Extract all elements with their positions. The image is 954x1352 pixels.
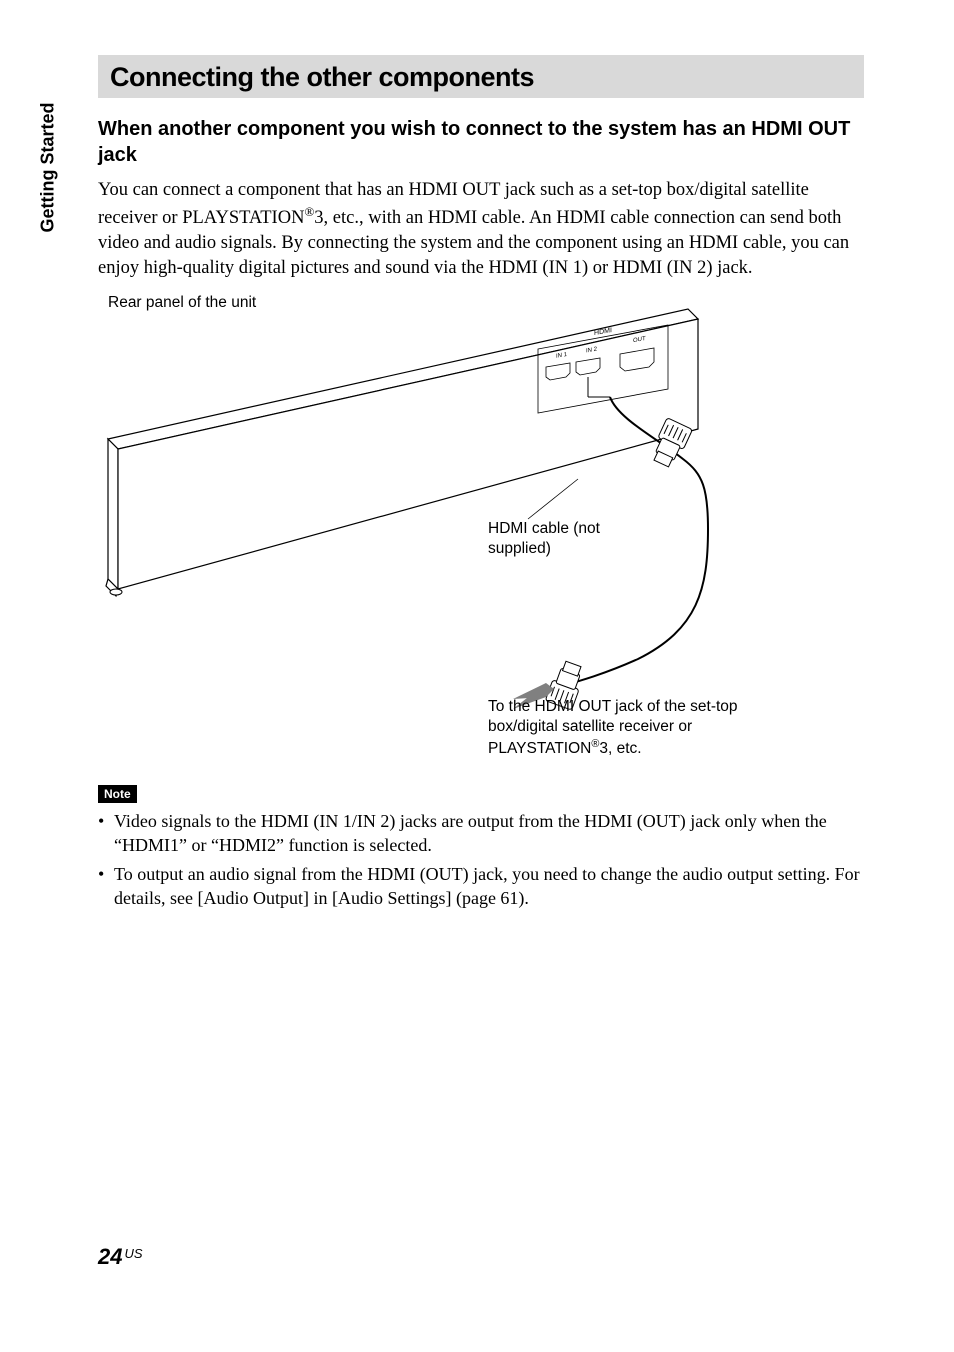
dest-text-b: 3, etc. <box>599 740 641 757</box>
side-tab-label: Getting Started <box>38 102 59 232</box>
note-item: Video signals to the HDMI (IN 1/IN 2) ja… <box>98 809 864 858</box>
page-number: 24US <box>98 1244 143 1270</box>
page-num: 24 <box>98 1244 122 1269</box>
page-region: US <box>124 1246 142 1261</box>
destination-caption: To the HDMI OUT jack of the set-top box/… <box>488 697 808 760</box>
note-item: To output an audio signal from the HDMI … <box>98 862 864 911</box>
diagram-svg: HDMI IN 1 IN 2 OUT <box>98 289 868 759</box>
rear-panel-caption: Rear panel of the unit <box>108 293 256 313</box>
side-tab: Getting Started <box>34 92 62 242</box>
section-title: Connecting the other components <box>110 62 852 93</box>
section-title-bar: Connecting the other components <box>98 55 864 98</box>
subheading: When another component you wish to conne… <box>98 116 864 168</box>
registered-mark-icon: ® <box>304 204 314 219</box>
note-list: Video signals to the HDMI (IN 1/IN 2) ja… <box>98 809 864 910</box>
cable-caption: HDMI cable (not supplied) <box>488 519 628 559</box>
page: Getting Started Connecting the other com… <box>0 0 954 1352</box>
note-badge: Note <box>98 785 137 803</box>
body-paragraph: You can connect a component that has an … <box>98 178 864 281</box>
connection-diagram: Rear panel of the unit <box>98 289 864 769</box>
